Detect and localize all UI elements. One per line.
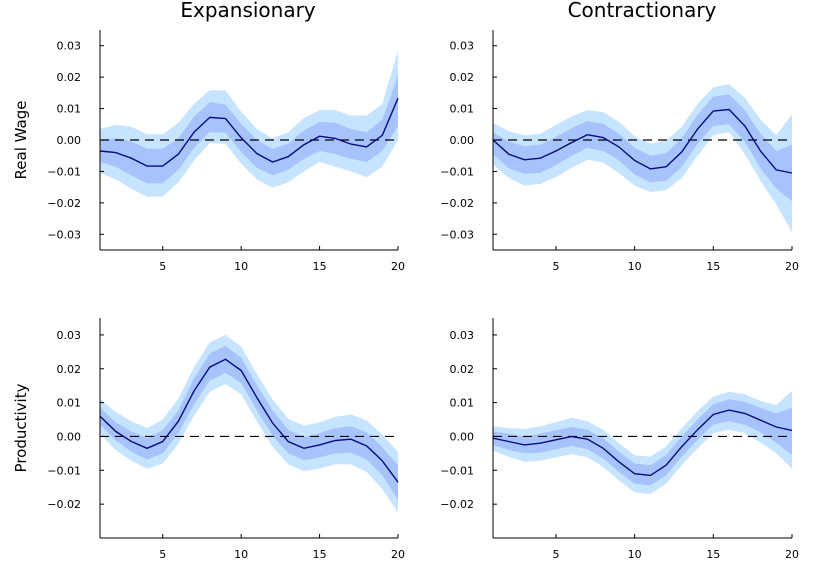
y-tick-label: −0.01: [440, 464, 474, 477]
x-tick-label: 15: [706, 260, 720, 273]
y-tick-label: 0.03: [57, 40, 82, 53]
x-tick-label: 5: [159, 548, 166, 561]
y-tick-label: −0.03: [47, 228, 81, 241]
inner-confidence-band: [100, 345, 398, 501]
y-tick-label: −0.03: [440, 228, 474, 241]
x-tick-label: 20: [391, 548, 405, 561]
y-tick-label: 0.03: [450, 40, 475, 53]
y-tick-label: 0.02: [450, 363, 475, 376]
x-tick-label: 10: [234, 260, 248, 273]
y-tick-label: 0.00: [450, 430, 475, 443]
y-tick-label: −0.01: [47, 464, 81, 477]
impulse-response-line: [492, 108, 793, 174]
impulse-response-line: [99, 358, 399, 483]
x-tick-label: 15: [313, 260, 327, 273]
y-tick-label: −0.02: [440, 197, 474, 210]
y-tick-label: 0.01: [450, 103, 475, 116]
panel-expansionary-real-wage: −0.03 −0.02 −0.01 0.00 0.01 0.02 0.03 5 10 15 20: [47, 30, 405, 273]
x-tick-label: 15: [706, 548, 720, 561]
y-tick-label: 0.02: [57, 363, 82, 376]
y-tick-label: −0.02: [47, 498, 81, 511]
y-tick-label: 0.00: [57, 134, 82, 147]
x-tick-label: 5: [552, 548, 559, 561]
x-tick-label: 10: [628, 260, 642, 273]
y-tick-label: 0.01: [57, 103, 82, 116]
column-title-contractionary: Contractionary: [568, 0, 717, 22]
panel-contractionary-real-wage: −0.03 −0.02 −0.01 0.00 0.01 0.02 0.03 5 10 15 20: [440, 30, 799, 273]
panel-expansionary-productivity: −0.02 −0.01 0.00 0.01 0.02 0.03 5 10 15 20: [47, 318, 405, 561]
x-tick-label: 5: [552, 260, 559, 273]
y-tick-label: 0.03: [450, 329, 475, 342]
row-label-real-wage: Real Wage: [12, 101, 30, 180]
x-tick-label: 15: [313, 548, 327, 561]
y-tick-label: 0.01: [450, 397, 475, 410]
y-tick-label: −0.01: [47, 165, 81, 178]
y-tick-label: 0.02: [57, 71, 82, 84]
y-tick-label: 0.03: [57, 329, 82, 342]
row-label-productivity: Productivity: [12, 383, 30, 472]
y-tick-label: 0.01: [57, 397, 82, 410]
impulse-response-line: [99, 97, 399, 167]
panel-contractionary-productivity: −0.02 −0.01 0.00 0.01 0.02 0.03 5 10 15 20: [440, 318, 799, 561]
y-tick-label: −0.02: [440, 498, 474, 511]
y-tick-label: −0.01: [440, 165, 474, 178]
y-tick-label: −0.02: [47, 197, 81, 210]
x-tick-label: 10: [628, 548, 642, 561]
outer-confidence-band: [100, 334, 398, 513]
x-tick-label: 20: [785, 260, 799, 273]
x-tick-label: 20: [785, 548, 799, 561]
x-tick-label: 10: [234, 548, 248, 561]
impulse-response-line: [492, 409, 793, 477]
y-tick-label: 0.02: [450, 71, 475, 84]
inner-confidence-band: [493, 399, 792, 486]
x-tick-label: 5: [159, 260, 166, 273]
y-tick-label: 0.00: [450, 134, 475, 147]
x-tick-label: 20: [391, 260, 405, 273]
column-title-expansionary: Expansionary: [180, 0, 315, 22]
y-tick-label: 0.00: [57, 430, 82, 443]
inner-confidence-band: [493, 94, 792, 202]
